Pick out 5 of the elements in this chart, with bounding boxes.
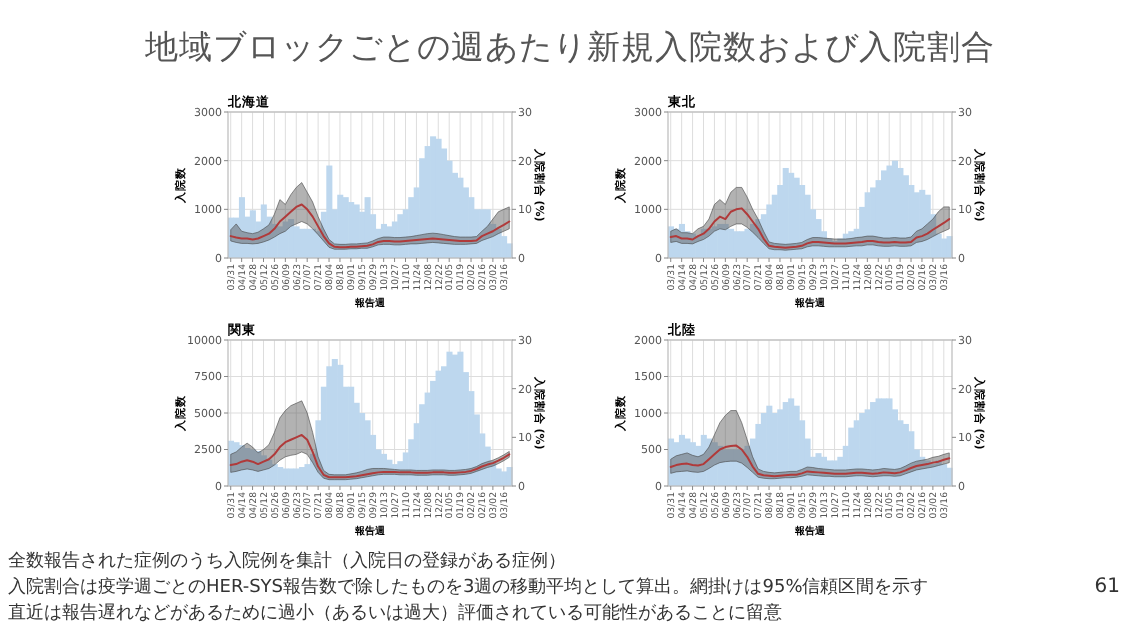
text: 61 bbox=[1094, 576, 1120, 598]
text: 入院割合は疫学週ごとのHER-SYS報告数で除したものを3週の移動平均として算出。網掛けは95%信頼区間を示す bbox=[8, 576, 929, 598]
text: 全数報告された症例のうち入院例を集計（入院日の登録がある症例） bbox=[8, 550, 566, 572]
text: 直近は報告遅れなどがあるために過小（あるいは過大）評価されている可能性があることに留意 bbox=[8, 602, 782, 624]
text: 地域ブロックごとの週あたり新規入院数および入院割合 bbox=[143, 28, 995, 66]
